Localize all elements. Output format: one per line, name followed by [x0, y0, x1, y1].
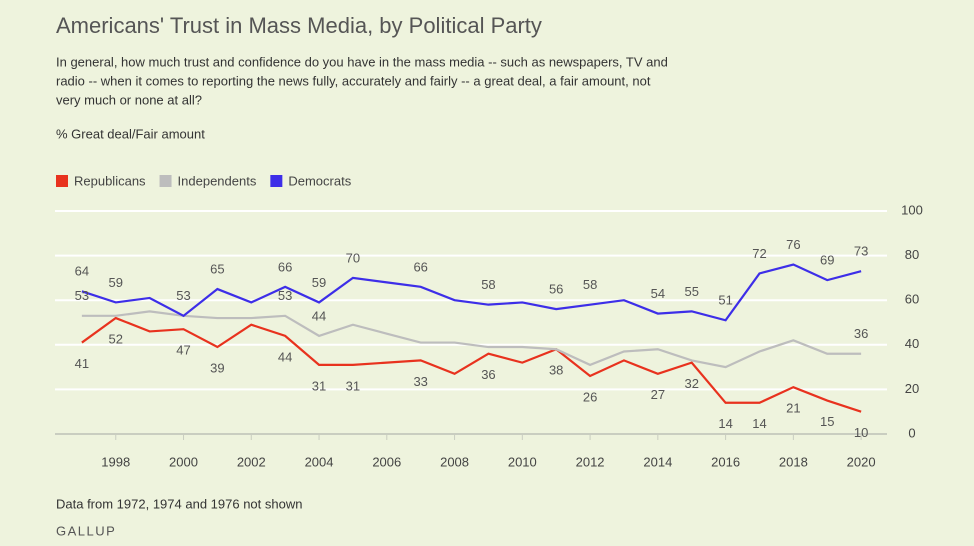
- note: Data from 1972, 1974 and 1976 not shown: [56, 496, 302, 511]
- legend-swatch: [159, 175, 172, 187]
- data-label: 65: [210, 261, 224, 276]
- source: GALLUP: [56, 523, 116, 538]
- data-label: 27: [651, 387, 665, 402]
- data-label: 73: [854, 244, 868, 259]
- data-label: 76: [786, 237, 800, 252]
- data-label: 21: [786, 401, 800, 416]
- subtitle: In general, how much trust and confidenc…: [56, 54, 668, 69]
- data-label: 15: [820, 414, 834, 429]
- data-label: 64: [75, 264, 89, 279]
- data-label: 52: [109, 331, 123, 346]
- y-tick-label: 100: [901, 202, 923, 217]
- data-label: 14: [718, 416, 732, 431]
- data-label: 26: [583, 389, 597, 404]
- x-tick-label: 2016: [711, 454, 740, 469]
- y-tick-label: 40: [905, 336, 919, 351]
- series-line: [81, 316, 862, 413]
- data-label: 31: [346, 378, 360, 393]
- x-tick-label: 1998: [101, 454, 130, 469]
- subtitle: very much or none at all?: [56, 92, 202, 107]
- y-tick-label: 20: [905, 381, 919, 396]
- x-tick-label: 2000: [169, 454, 198, 469]
- data-label: 59: [109, 275, 123, 290]
- legend-label: Democrats: [288, 173, 351, 188]
- legend-swatch: [56, 175, 68, 187]
- series-line: [81, 310, 862, 369]
- data-label: 69: [820, 253, 834, 268]
- data-label: 55: [684, 284, 698, 299]
- x-tick-label: 2014: [643, 454, 672, 469]
- x-tick-label: 2008: [440, 454, 469, 469]
- data-label: 36: [854, 326, 868, 341]
- data-label: 53: [278, 288, 292, 303]
- x-tick-label: 2002: [237, 454, 266, 469]
- data-label: 66: [278, 259, 292, 274]
- data-label: 72: [752, 246, 766, 261]
- x-tick-label: 2020: [847, 454, 876, 469]
- data-label: 54: [651, 286, 665, 301]
- data-label: 44: [278, 349, 292, 364]
- x-tick-label: 2006: [372, 454, 401, 469]
- data-label: 53: [176, 288, 190, 303]
- data-label: 47: [176, 343, 190, 358]
- x-tick-label: 2004: [305, 454, 334, 469]
- data-label: 58: [583, 277, 597, 292]
- series-line: [81, 263, 862, 322]
- data-label: 59: [312, 275, 326, 290]
- data-label: 53: [75, 288, 89, 303]
- y-axis-label: % Great deal/Fair amount: [56, 126, 205, 141]
- data-label: 58: [481, 277, 495, 292]
- legend-label: Independents: [178, 173, 257, 188]
- x-tick-label: 2018: [779, 454, 808, 469]
- legend-label: Republicans: [74, 173, 146, 188]
- x-tick-label: 2010: [508, 454, 537, 469]
- data-label: 66: [413, 259, 427, 274]
- data-label: 51: [718, 293, 732, 308]
- data-label: 32: [684, 376, 698, 391]
- data-label: 14: [752, 416, 766, 431]
- data-label: 33: [413, 374, 427, 389]
- y-tick-label: 60: [905, 292, 919, 307]
- data-label: 56: [549, 282, 563, 297]
- legend-swatch: [270, 175, 283, 187]
- chart-title: Americans' Trust in Mass Media, by Polit…: [56, 13, 542, 38]
- y-tick-label: 80: [905, 247, 919, 262]
- data-label: 44: [312, 308, 326, 323]
- data-label: 38: [549, 363, 563, 378]
- data-label: 39: [210, 360, 224, 375]
- data-label: 70: [346, 250, 360, 265]
- data-label: 31: [312, 378, 326, 393]
- data-label: 10: [854, 425, 868, 440]
- data-label: 36: [481, 367, 495, 382]
- data-label: 41: [75, 356, 89, 371]
- subtitle: radio -- when it comes to reporting the …: [56, 73, 651, 88]
- y-tick-label: 0: [908, 425, 915, 440]
- x-tick-label: 2012: [576, 454, 605, 469]
